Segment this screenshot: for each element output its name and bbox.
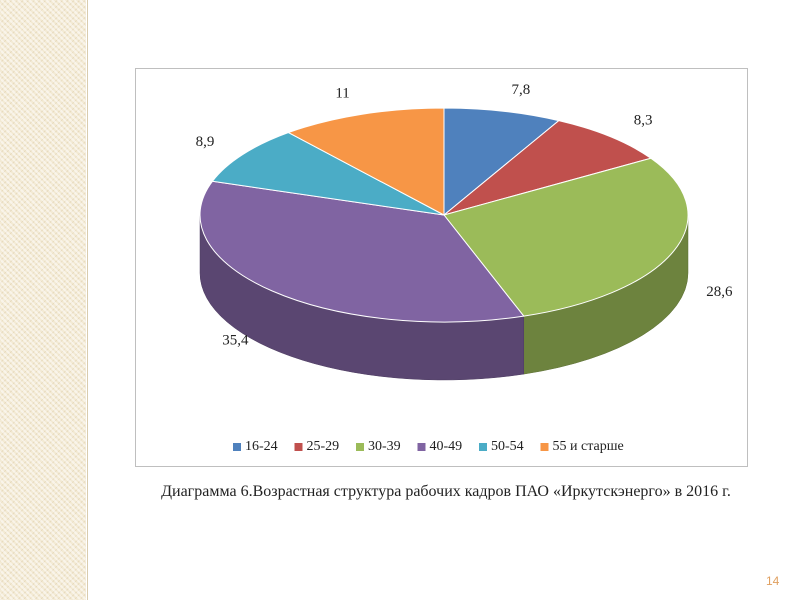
- legend-label: 40-49: [430, 439, 463, 454]
- caption: Диаграмма 6.Возрастная структура рабочих…: [161, 483, 731, 500]
- legend-label: 16-24: [245, 439, 278, 454]
- data-label: 8,9: [196, 134, 215, 150]
- slice: [443, 120, 652, 216]
- legend-swatch: [540, 443, 549, 451]
- data-label: 35,4: [222, 333, 249, 349]
- data-label: 28,6: [706, 284, 733, 300]
- decor-strip: [0, 0, 86, 600]
- data-label: 11: [335, 86, 349, 102]
- slice: [443, 107, 560, 217]
- legend-swatch: [479, 443, 487, 451]
- legend-swatch: [417, 443, 426, 451]
- legend-label: 30-39: [368, 439, 401, 454]
- page-number: 14: [766, 574, 780, 588]
- legend-label: 25-29: [307, 439, 340, 454]
- slice: [443, 157, 689, 317]
- data-label: 8,3: [634, 113, 653, 129]
- slice: [287, 107, 445, 216]
- data-label: 7,8: [511, 82, 530, 98]
- decor-line: [87, 0, 88, 600]
- legend-swatch: [294, 443, 303, 451]
- slice: [211, 132, 445, 216]
- legend-swatch: [356, 443, 364, 451]
- legend-label: 55 и старше: [553, 439, 624, 454]
- slice: [199, 180, 525, 323]
- legend-label: 50-54: [491, 439, 524, 454]
- legend-swatch: [233, 443, 241, 451]
